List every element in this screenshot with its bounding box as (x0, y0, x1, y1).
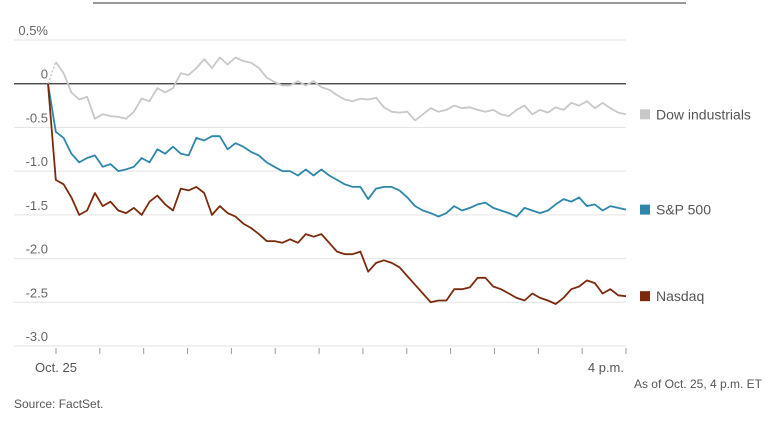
y-tick-label: -3.0 (26, 329, 48, 344)
series-line-s-p-500 (47, 83, 627, 218)
series-line-dow-industrials (55, 56, 627, 122)
legend-swatch (640, 291, 650, 302)
y-tick-label: 0 (41, 67, 48, 82)
series-lines (47, 56, 627, 305)
series-line-nasdaq (47, 83, 627, 305)
y-tick-label: -2.0 (26, 242, 48, 257)
legend-swatch (640, 109, 650, 120)
legend-label: Nasdaq (656, 288, 704, 304)
y-tick-label: -0.5 (26, 110, 48, 125)
x-tick-label: 4 p.m. (588, 360, 624, 375)
legend-label: Dow industrials (656, 106, 751, 122)
y-tick-label: 0.5% (18, 23, 48, 38)
y-tick-label: -1.0 (26, 154, 48, 169)
x-tick-label: Oct. 25 (35, 360, 77, 375)
source-note: Source: FactSet. (14, 397, 104, 411)
legend-label: S&P 500 (656, 202, 711, 218)
x-axis: Oct. 25 4 p.m. (35, 348, 627, 375)
series-line-dotted-start (47, 61, 57, 84)
y-axis: 0.5% 0 -0.5 -1.0 -1.5 -2.0 -2.5 -3.0 (18, 23, 48, 344)
as-of-note: As of Oct. 25, 4 p.m. ET (633, 377, 762, 391)
y-tick-label: -2.5 (26, 285, 48, 300)
legend: Dow industrials S&P 500 Nasdaq (640, 106, 751, 304)
legend-swatch (640, 204, 650, 215)
y-tick-label: -1.5 (26, 198, 48, 213)
